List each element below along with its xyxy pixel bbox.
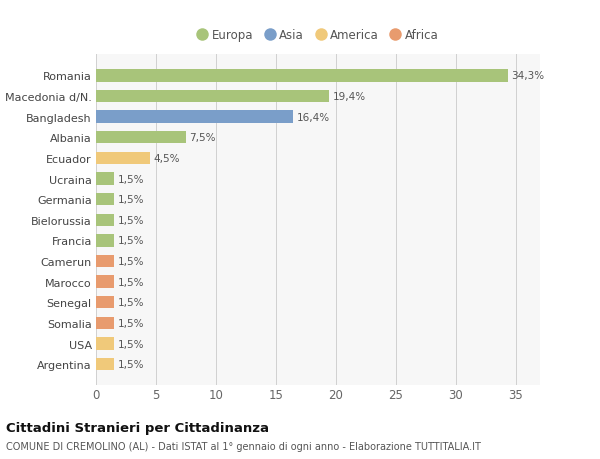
Bar xyxy=(96,194,114,206)
Text: 1,5%: 1,5% xyxy=(118,236,144,246)
Text: 1,5%: 1,5% xyxy=(118,318,144,328)
Bar xyxy=(96,91,329,103)
Bar xyxy=(96,358,114,370)
Text: 1,5%: 1,5% xyxy=(118,215,144,225)
Bar xyxy=(96,132,186,144)
Text: 1,5%: 1,5% xyxy=(118,195,144,205)
Text: 16,4%: 16,4% xyxy=(296,112,329,123)
Text: Cittadini Stranieri per Cittadinanza: Cittadini Stranieri per Cittadinanza xyxy=(6,421,269,434)
Text: COMUNE DI CREMOLINO (AL) - Dati ISTAT al 1° gennaio di ogni anno - Elaborazione : COMUNE DI CREMOLINO (AL) - Dati ISTAT al… xyxy=(6,441,481,451)
Bar xyxy=(96,235,114,247)
Text: 4,5%: 4,5% xyxy=(154,154,180,163)
Text: 1,5%: 1,5% xyxy=(118,257,144,267)
Bar xyxy=(96,111,293,123)
Bar xyxy=(96,152,150,165)
Bar xyxy=(96,276,114,288)
Bar xyxy=(96,70,508,83)
Bar xyxy=(96,317,114,330)
Bar xyxy=(96,338,114,350)
Bar xyxy=(96,214,114,226)
Text: 1,5%: 1,5% xyxy=(118,174,144,184)
Text: 1,5%: 1,5% xyxy=(118,359,144,369)
Text: 1,5%: 1,5% xyxy=(118,297,144,308)
Bar xyxy=(96,173,114,185)
Bar xyxy=(96,255,114,268)
Text: 34,3%: 34,3% xyxy=(511,71,544,81)
Text: 1,5%: 1,5% xyxy=(118,339,144,349)
Bar xyxy=(96,297,114,309)
Text: 7,5%: 7,5% xyxy=(190,133,216,143)
Text: 1,5%: 1,5% xyxy=(118,277,144,287)
Legend: Europa, Asia, America, Africa: Europa, Asia, America, Africa xyxy=(193,25,443,47)
Text: 19,4%: 19,4% xyxy=(332,92,365,102)
